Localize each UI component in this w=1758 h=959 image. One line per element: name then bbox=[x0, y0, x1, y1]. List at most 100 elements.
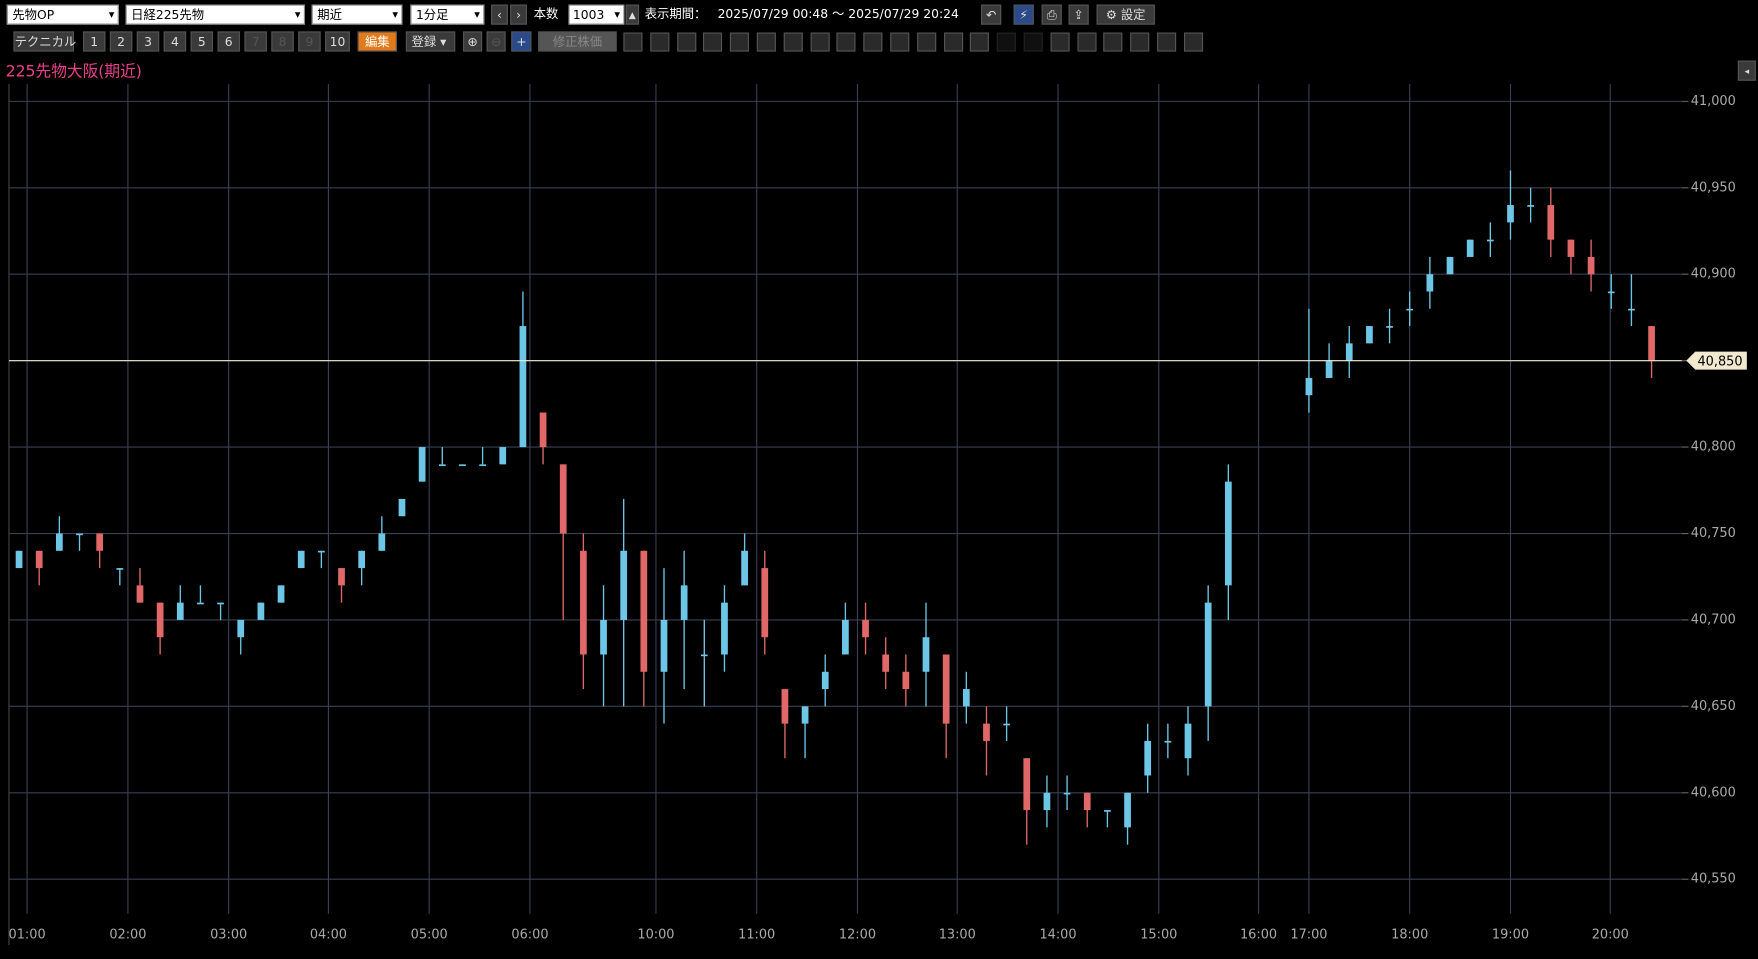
candle-body bbox=[358, 550, 366, 569]
tool-icon[interactable] bbox=[650, 32, 670, 52]
tool-icon[interactable] bbox=[703, 32, 723, 52]
candle-body bbox=[1023, 758, 1031, 811]
period-button[interactable]: 6 bbox=[217, 31, 240, 52]
period-button[interactable]: 9 bbox=[298, 31, 321, 52]
edit-button[interactable]: 編集 bbox=[357, 31, 397, 52]
chart-title: 225先物大阪(期近) bbox=[6, 61, 142, 80]
tool-icon[interactable] bbox=[1050, 32, 1070, 52]
candle-body bbox=[559, 464, 567, 534]
candle-body bbox=[1446, 256, 1454, 275]
candle-body bbox=[580, 550, 587, 655]
period-button[interactable]: 2 bbox=[109, 31, 133, 52]
period-button[interactable]: 5 bbox=[190, 31, 214, 52]
candle-body bbox=[700, 654, 708, 657]
adjusted-select[interactable]: 修正株価 bbox=[538, 31, 617, 52]
period-button[interactable]: 7 bbox=[244, 31, 267, 52]
tool-icon[interactable] bbox=[1077, 32, 1097, 52]
candle-body bbox=[539, 412, 547, 448]
tool-icon[interactable] bbox=[1130, 32, 1150, 52]
tool-icon[interactable] bbox=[996, 32, 1017, 52]
x-tick-label: 01:00 bbox=[9, 928, 46, 943]
candle-body bbox=[781, 689, 789, 724]
candle-body bbox=[1507, 205, 1514, 223]
candle-body bbox=[35, 550, 43, 569]
technical-button[interactable]: テクニカル bbox=[13, 31, 76, 52]
tool-icon[interactable] bbox=[756, 32, 776, 52]
tool-icon[interactable] bbox=[783, 32, 803, 52]
period-button[interactable]: 3 bbox=[136, 31, 160, 52]
x-tick-label: 17:00 bbox=[1290, 928, 1327, 943]
candle-body bbox=[1366, 326, 1373, 344]
tool-icon[interactable] bbox=[970, 32, 990, 52]
tool-icon[interactable] bbox=[810, 32, 830, 52]
tool-icon[interactable] bbox=[623, 32, 643, 52]
x-tick-label: 13:00 bbox=[939, 928, 976, 943]
candle-body bbox=[680, 585, 688, 620]
tool-icon[interactable] bbox=[1023, 32, 1043, 52]
period-button[interactable]: 10 bbox=[325, 31, 350, 52]
candle-body bbox=[499, 447, 507, 465]
x-tick-label: 16:00 bbox=[1240, 928, 1277, 943]
candle-body bbox=[479, 464, 486, 467]
undo-button[interactable]: ↶ bbox=[981, 4, 1002, 25]
settings-button[interactable]: ⚙ 設定 bbox=[1096, 4, 1155, 25]
candle-body bbox=[1345, 343, 1353, 361]
period-button[interactable]: 4 bbox=[163, 31, 187, 52]
candle-body bbox=[277, 585, 285, 603]
settings-text: 設定 bbox=[1120, 7, 1146, 23]
candle-body bbox=[721, 602, 728, 655]
candle-body bbox=[1104, 810, 1111, 812]
count-spin[interactable]: ▲ bbox=[625, 4, 640, 25]
candle-body bbox=[922, 637, 930, 672]
candle-body bbox=[1628, 308, 1635, 311]
contract-select[interactable]: 期近 bbox=[311, 4, 403, 26]
candle-body bbox=[76, 533, 83, 536]
chart-button[interactable]: ⚡ bbox=[1013, 4, 1034, 25]
candle-body bbox=[1466, 239, 1474, 257]
candle-body bbox=[821, 671, 829, 690]
market-select[interactable]: 先物OP bbox=[6, 4, 119, 26]
tool-icon[interactable] bbox=[836, 32, 856, 52]
candle-body bbox=[741, 550, 748, 586]
interval-select[interactable]: 1分足 bbox=[410, 4, 485, 26]
prev-button[interactable]: ‹ bbox=[491, 4, 508, 25]
y-tick-label: 40,700 bbox=[1691, 612, 1736, 627]
y-tick-label: 40,900 bbox=[1691, 267, 1736, 282]
tool-icon[interactable] bbox=[1157, 32, 1177, 52]
symbol-select[interactable]: 日経225先物 bbox=[125, 4, 305, 26]
x-tick-label: 12:00 bbox=[839, 928, 876, 943]
candle-body bbox=[882, 654, 890, 672]
candle-body bbox=[962, 689, 970, 707]
y-tick-label: 40,750 bbox=[1691, 526, 1736, 541]
crosshair[interactable]: + bbox=[511, 31, 532, 52]
period-button[interactable]: 8 bbox=[271, 31, 294, 52]
print-button[interactable]: ⎙ bbox=[1041, 4, 1062, 25]
candle-body bbox=[902, 671, 910, 690]
period: 2025/07/29 00:48 ～ 2025/07/29 20:24 bbox=[717, 6, 959, 22]
tool-icon[interactable] bbox=[943, 32, 963, 52]
y-tick-label: 40,950 bbox=[1691, 180, 1736, 195]
candle-body bbox=[519, 326, 527, 448]
register-button[interactable]: 登録 ▾ bbox=[405, 31, 456, 52]
tool-icon[interactable] bbox=[1183, 32, 1203, 52]
zoom-in[interactable]: ⊕ bbox=[463, 31, 483, 52]
period-button[interactable]: 1 bbox=[82, 31, 106, 52]
tool-icon[interactable] bbox=[916, 32, 936, 52]
period-label: 表示期間： bbox=[644, 6, 707, 22]
tool-icon[interactable] bbox=[1103, 32, 1123, 52]
tool-icon[interactable] bbox=[863, 32, 883, 52]
tool-icon[interactable] bbox=[890, 32, 910, 52]
candle-body bbox=[15, 550, 23, 569]
candle-body bbox=[640, 550, 648, 672]
tool-icon[interactable] bbox=[730, 32, 750, 52]
candle-body bbox=[942, 654, 950, 724]
next-button[interactable]: › bbox=[510, 4, 527, 25]
candle-body bbox=[257, 602, 265, 620]
export-button[interactable]: ⇪ bbox=[1068, 4, 1089, 25]
collapse-button[interactable]: ◂ bbox=[1737, 60, 1756, 81]
tool-icon[interactable] bbox=[676, 32, 696, 52]
candle-body bbox=[983, 723, 990, 741]
zoom-out[interactable]: ⊖ bbox=[486, 31, 506, 52]
count-input[interactable]: 1003 bbox=[568, 4, 625, 26]
candle-body bbox=[156, 602, 164, 638]
